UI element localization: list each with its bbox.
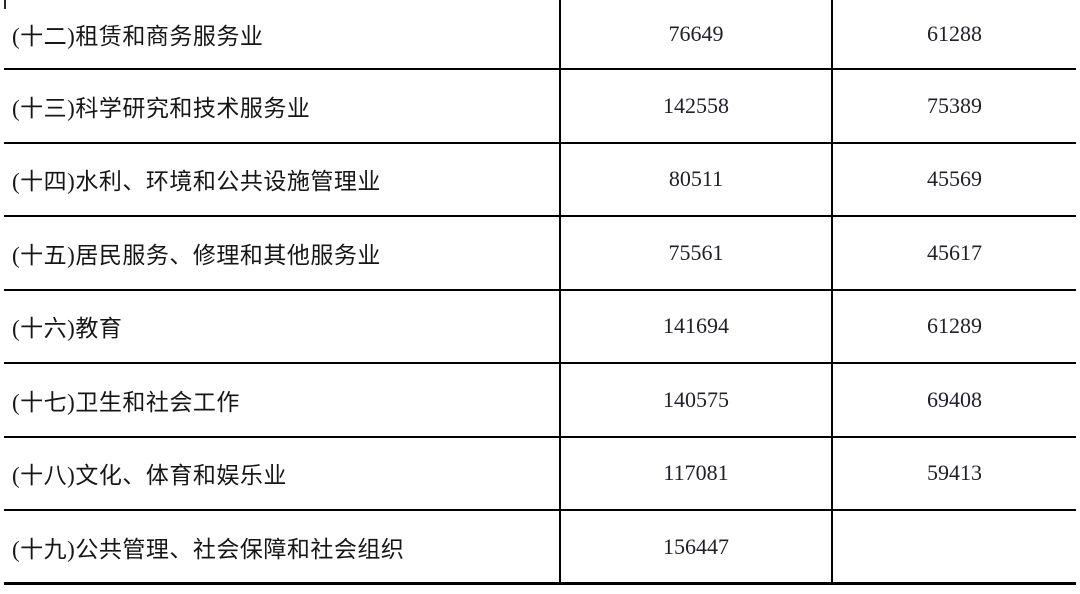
table-row: (十六)教育 141694 61289: [4, 289, 1076, 364]
value-cell-2: 69408: [831, 363, 1076, 438]
value-cell-1: 142558: [559, 69, 832, 144]
value-cell-1: 140575: [559, 363, 832, 438]
industry-label-cell: (十六)教育: [4, 289, 560, 364]
value-cell-2: 61288: [831, 0, 1076, 70]
value-cell-1: 75561: [559, 216, 832, 291]
table-row: (十三)科学研究和技术服务业 142558 75389: [4, 69, 1076, 144]
value-cell-1: 141694: [559, 289, 832, 364]
industry-label-cell: (十九)公共管理、社会保障和社会组织: [4, 510, 560, 585]
industry-data-table: (十二)租赁和商务服务业 76649 61288 (十三)科学研究和技术服务业 …: [4, 0, 1076, 585]
industry-label-cell: (十三)科学研究和技术服务业: [4, 69, 560, 144]
value-cell-2: [831, 510, 1076, 585]
value-cell-2: 75389: [831, 69, 1076, 144]
value-cell-2: 61289: [831, 289, 1076, 364]
table-row: (十四)水利、环境和公共设施管理业 80511 45569: [4, 142, 1076, 217]
table-row: (十九)公共管理、社会保障和社会组织 156447: [4, 510, 1076, 585]
industry-label-cell: (十七)卫生和社会工作: [4, 363, 560, 438]
table-row: (十八)文化、体育和娱乐业 117081 59413: [4, 436, 1076, 511]
value-cell-1: 80511: [559, 142, 832, 217]
industry-label-cell: (十二)租赁和商务服务业: [4, 0, 560, 70]
value-cell-1: 156447: [559, 510, 832, 585]
industry-label-cell: (十八)文化、体育和娱乐业: [4, 436, 560, 511]
value-cell-1: 76649: [559, 0, 832, 70]
value-cell-2: 59413: [831, 436, 1076, 511]
table-row: (十七)卫生和社会工作 140575 69408: [4, 363, 1076, 438]
table-row: (十五)居民服务、修理和其他服务业 75561 45617: [4, 216, 1076, 291]
value-cell-2: 45569: [831, 142, 1076, 217]
industry-label-cell: (十五)居民服务、修理和其他服务业: [4, 216, 560, 291]
table-row: (十二)租赁和商务服务业 76649 61288: [4, 0, 1076, 70]
industry-label-cell: (十四)水利、环境和公共设施管理业: [4, 142, 560, 217]
table-body: (十二)租赁和商务服务业 76649 61288 (十三)科学研究和技术服务业 …: [4, 0, 1076, 585]
value-cell-1: 117081: [559, 436, 832, 511]
value-cell-2: 45617: [831, 216, 1076, 291]
